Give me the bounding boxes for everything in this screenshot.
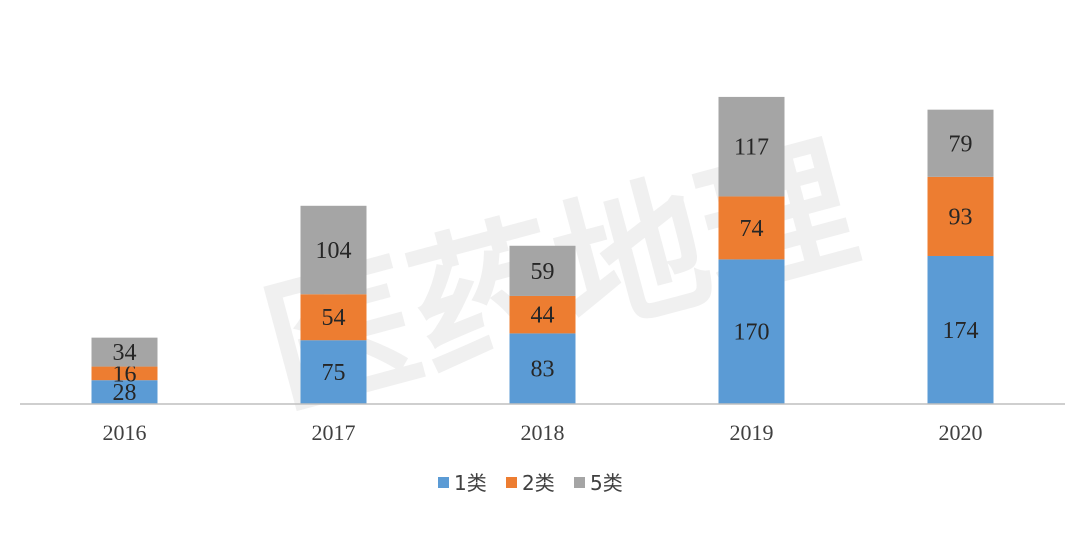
bar-segment-2018-1 (509, 333, 576, 404)
bar-segment-2017-3 (300, 205, 367, 295)
bar-segment-2020-2 (927, 176, 994, 256)
x-tick-label-2016: 2016 (103, 420, 147, 445)
bar-segment-2020-1 (927, 255, 994, 404)
bar-segment-2017-2 (300, 294, 367, 341)
data-label-2018-3: 59 (531, 259, 555, 285)
bar-segment-2016-1 (91, 380, 158, 404)
data-label-2019-1: 170 (734, 320, 770, 346)
bar-segment-2018-3 (509, 245, 576, 296)
x-tick-labels: 2016 2017 2018 2019 2020 (103, 420, 983, 445)
data-label-2020-3: 79 (949, 131, 973, 157)
data-label-2016-1: 28 (113, 380, 137, 406)
bar-segment-2020-3 (927, 109, 994, 177)
x-tick-label-2018: 2018 (521, 420, 565, 445)
data-label-2019-2: 74 (740, 216, 764, 242)
x-tick-label-2019: 2019 (730, 420, 774, 445)
data-label-2017-2: 54 (322, 305, 346, 331)
legend-swatch-1 (438, 477, 449, 488)
data-label-2020-2: 93 (949, 204, 973, 230)
legend-label-1: 1类 (454, 471, 487, 495)
data-label-2020-1: 174 (943, 318, 979, 344)
data-label-2018-2: 44 (531, 303, 555, 329)
bar-segment-2016-3 (91, 337, 158, 367)
bar-segment-2019-1 (718, 259, 785, 404)
bar-segment-2019-2 (718, 196, 785, 260)
bar-segment-2017-1 (300, 340, 367, 404)
legend-swatch-3 (574, 477, 585, 488)
x-tick-label-2017: 2017 (312, 420, 356, 445)
data-label-2018-1: 83 (531, 357, 555, 383)
data-label-2017-1: 75 (322, 360, 346, 386)
x-tick-label-2020: 2020 (939, 420, 983, 445)
bar-segment-2019-3 (718, 96, 785, 197)
data-label-2016-3: 34 (113, 340, 137, 366)
bar-segment-2018-2 (509, 295, 576, 334)
legend-swatch-2 (506, 477, 517, 488)
data-label-2019-3: 117 (734, 135, 769, 161)
legend-label-3: 5类 (590, 471, 623, 495)
legend: 1类 2类 5类 (438, 471, 623, 495)
bar-segment-2016-2 (91, 366, 158, 381)
legend-label-2: 2类 (522, 471, 555, 495)
data-label-2017-3: 104 (316, 238, 352, 264)
